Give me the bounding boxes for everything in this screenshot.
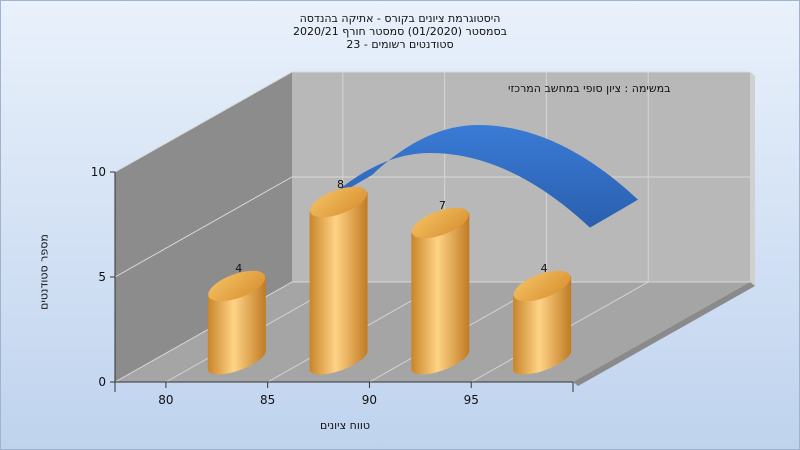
y-gridline [114,281,750,383]
bar-body [309,192,368,375]
x-tick-label: 80 [158,393,173,407]
chart-title-line-3: סטודנטים רשומים - 23 [346,38,454,51]
bar: 8 [309,178,368,375]
x-tick-label: 90 [362,393,377,407]
bar-cap [513,270,571,302]
bar: 4 [513,262,572,375]
bar: 7 [411,199,470,375]
bar: 4 [207,262,266,375]
x-tick-label: 85 [260,393,275,407]
y-gridline [114,71,750,173]
y-tick-label: 10 [91,165,106,179]
x-axis-label: טווח ציונים [320,419,370,432]
distribution-curve [324,125,638,228]
bar-cap [310,186,368,218]
bar-body [411,213,470,375]
chart-title-line-2: בסמסטר (01/2020) סמסטר חורף 2020/21 [293,25,507,38]
bar-cap [208,270,266,302]
x-tick-label: 95 [464,393,479,407]
back-wall-right-edge [750,72,755,286]
chart-title-line-1: היסטוגרמת ציונים בקורס - אתיקה בהנדסה [299,12,501,25]
y-tick-label: 0 [98,375,106,389]
curve-legend-label: במשימה : ציון סופי במחשב המרכזי [508,82,671,95]
bar-cap [411,207,469,239]
bar-value-label: 7 [439,199,446,212]
bar-value-label: 4 [235,262,242,275]
bar-value-label: 4 [541,262,548,275]
floor-front-edge [573,282,755,386]
bar-value-label: 8 [337,178,344,191]
y-tick-label: 5 [98,270,106,284]
